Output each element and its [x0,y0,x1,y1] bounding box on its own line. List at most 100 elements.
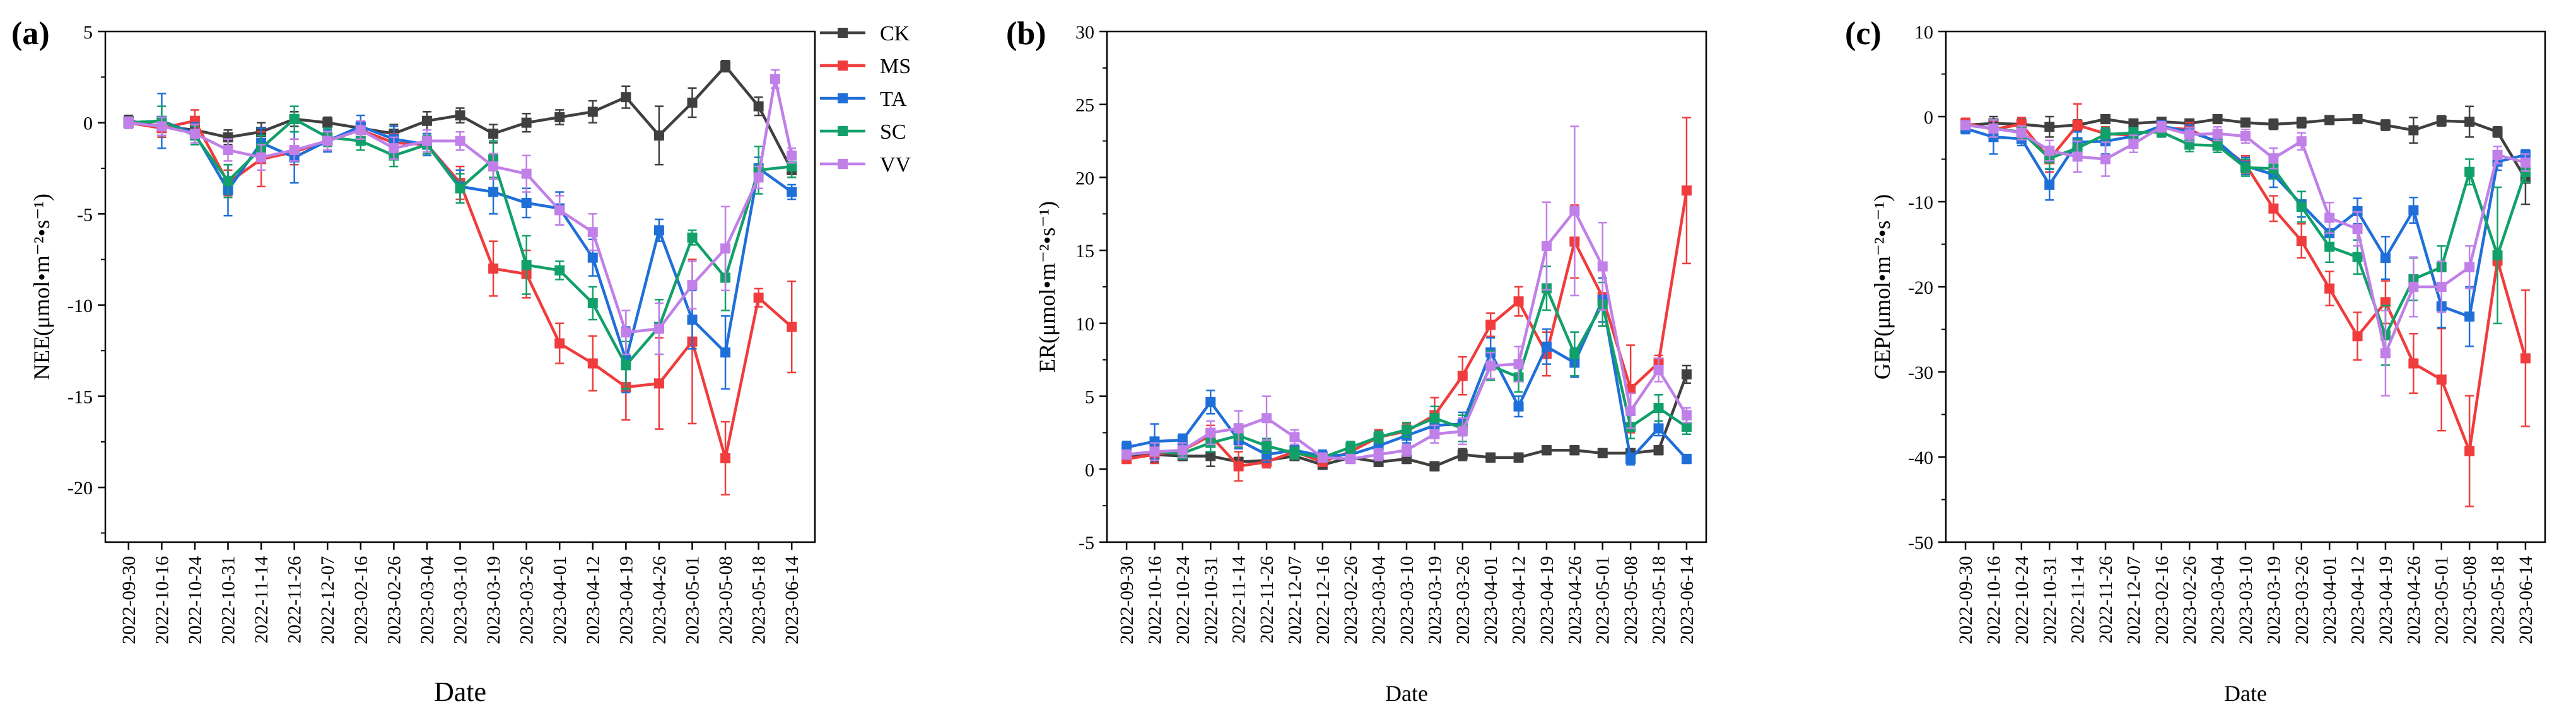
plot-frame [1945,30,2546,543]
data-point [2100,114,2111,125]
data-point [2380,348,2391,359]
x-tick-label: 2023-03-04 [1369,556,1390,644]
data-point [421,136,432,146]
data-point [1402,445,1412,456]
data-point [2352,224,2363,235]
y-tick-label: 0 [1085,460,1094,480]
data-point [355,125,366,136]
x-tick-label: 2022-11-26 [1256,556,1277,644]
data-point [2240,117,2251,128]
data-point [2408,282,2419,292]
data-point [2520,353,2531,364]
data-point [1262,449,1272,460]
data-point [2324,115,2335,125]
data-point [2492,149,2503,160]
data-point [2352,331,2363,342]
data-point [687,232,698,243]
data-point [1681,454,1692,465]
data-point [753,172,764,183]
data-point [1262,413,1272,424]
panel-label: (c) [1845,16,1882,52]
data-point [587,298,598,309]
x-tick-label: 2023-06-14 [2515,556,2536,644]
data-point [389,143,399,154]
data-point [1485,360,1496,371]
data-point [2296,202,2307,212]
data-point [753,101,764,112]
data-point [720,453,731,463]
data-point [1373,432,1384,443]
series-line [128,77,793,334]
x-tick-label: 2022-10-16 [1144,556,1165,644]
data-point [1233,423,1244,434]
data-point [2184,129,2195,140]
data-point [2044,122,2055,132]
x-tick-label: 2022-11-14 [1229,556,1250,644]
data-point [2520,166,2531,177]
data-point [554,205,565,216]
x-tick-label: 2022-10-16 [151,556,172,644]
x-tick-label: 2023-04-19 [2375,556,2396,644]
data-point [787,187,797,197]
data-point [787,161,797,172]
data-point [488,187,499,197]
x-tick-label: 2022-12-07 [317,556,338,644]
x-tick-label: 2022-11-26 [2095,556,2116,644]
data-point [1317,452,1328,463]
data-point [1513,359,1524,369]
x-tick-label: 2023-03-26 [1453,556,1473,644]
legend-swatch-marker [838,61,848,71]
data-point [2100,154,2111,165]
data-point [2464,166,2475,177]
y-tick-label: 0 [1924,107,1933,128]
data-point [653,225,664,236]
data-point [2072,151,2083,162]
panel-a: 5 0 -5 -10 -15 -20 2022-09-30 2022-10-16 2022-10… [11,16,911,707]
data-point [2268,203,2279,214]
y-tick-label: -20 [67,478,93,499]
data-point [1457,371,1468,381]
x-tick-label: 2023-04-01 [2319,556,2340,644]
data-point [554,112,565,122]
data-point [1653,364,1664,375]
data-point [123,117,134,128]
x-tick-label: 2023-04-12 [583,556,604,644]
data-point [2296,117,2307,128]
data-point [2156,122,2167,132]
data-point [687,280,698,291]
data-point [587,358,598,369]
data-point [1429,461,1440,472]
data-point [2464,311,2475,322]
data-point [1653,423,1664,434]
x-tick-label: 2023-03-10 [1396,556,1417,644]
data-point [2240,163,2251,173]
data-point [2408,358,2419,369]
panel-label: (b) [1006,16,1046,52]
panel-label: (a) [11,16,50,52]
data-point [720,347,731,358]
data-point [687,97,698,108]
data-point [621,327,631,338]
legend-item-ta: TA [820,88,907,111]
x-tick-label: 2022-11-14 [2068,556,2088,644]
data-point [1625,454,1636,465]
data-point [1988,123,1999,134]
x-tick-label: 2023-02-16 [2152,556,2172,644]
data-point [1233,461,1244,472]
x-tick-label: 2023-05-01 [682,556,703,644]
y-tick-label: 5 [83,22,93,43]
data-point [2016,127,2027,138]
data-point [787,321,797,332]
x-tick-label: 2023-04-12 [2348,556,2368,644]
data-point [2212,114,2223,125]
data-point [1653,445,1664,456]
data-point [2184,139,2195,150]
data-point [653,130,664,141]
data-point [1960,120,1971,130]
y-axis-title: GEP(μmol•m⁻²•s⁻¹) [1870,194,1895,379]
y-tick-label: 20 [1075,168,1094,188]
data-point [2212,140,2223,151]
series-vv [1121,125,1692,465]
data-point [2212,129,2223,139]
data-point [653,323,664,334]
